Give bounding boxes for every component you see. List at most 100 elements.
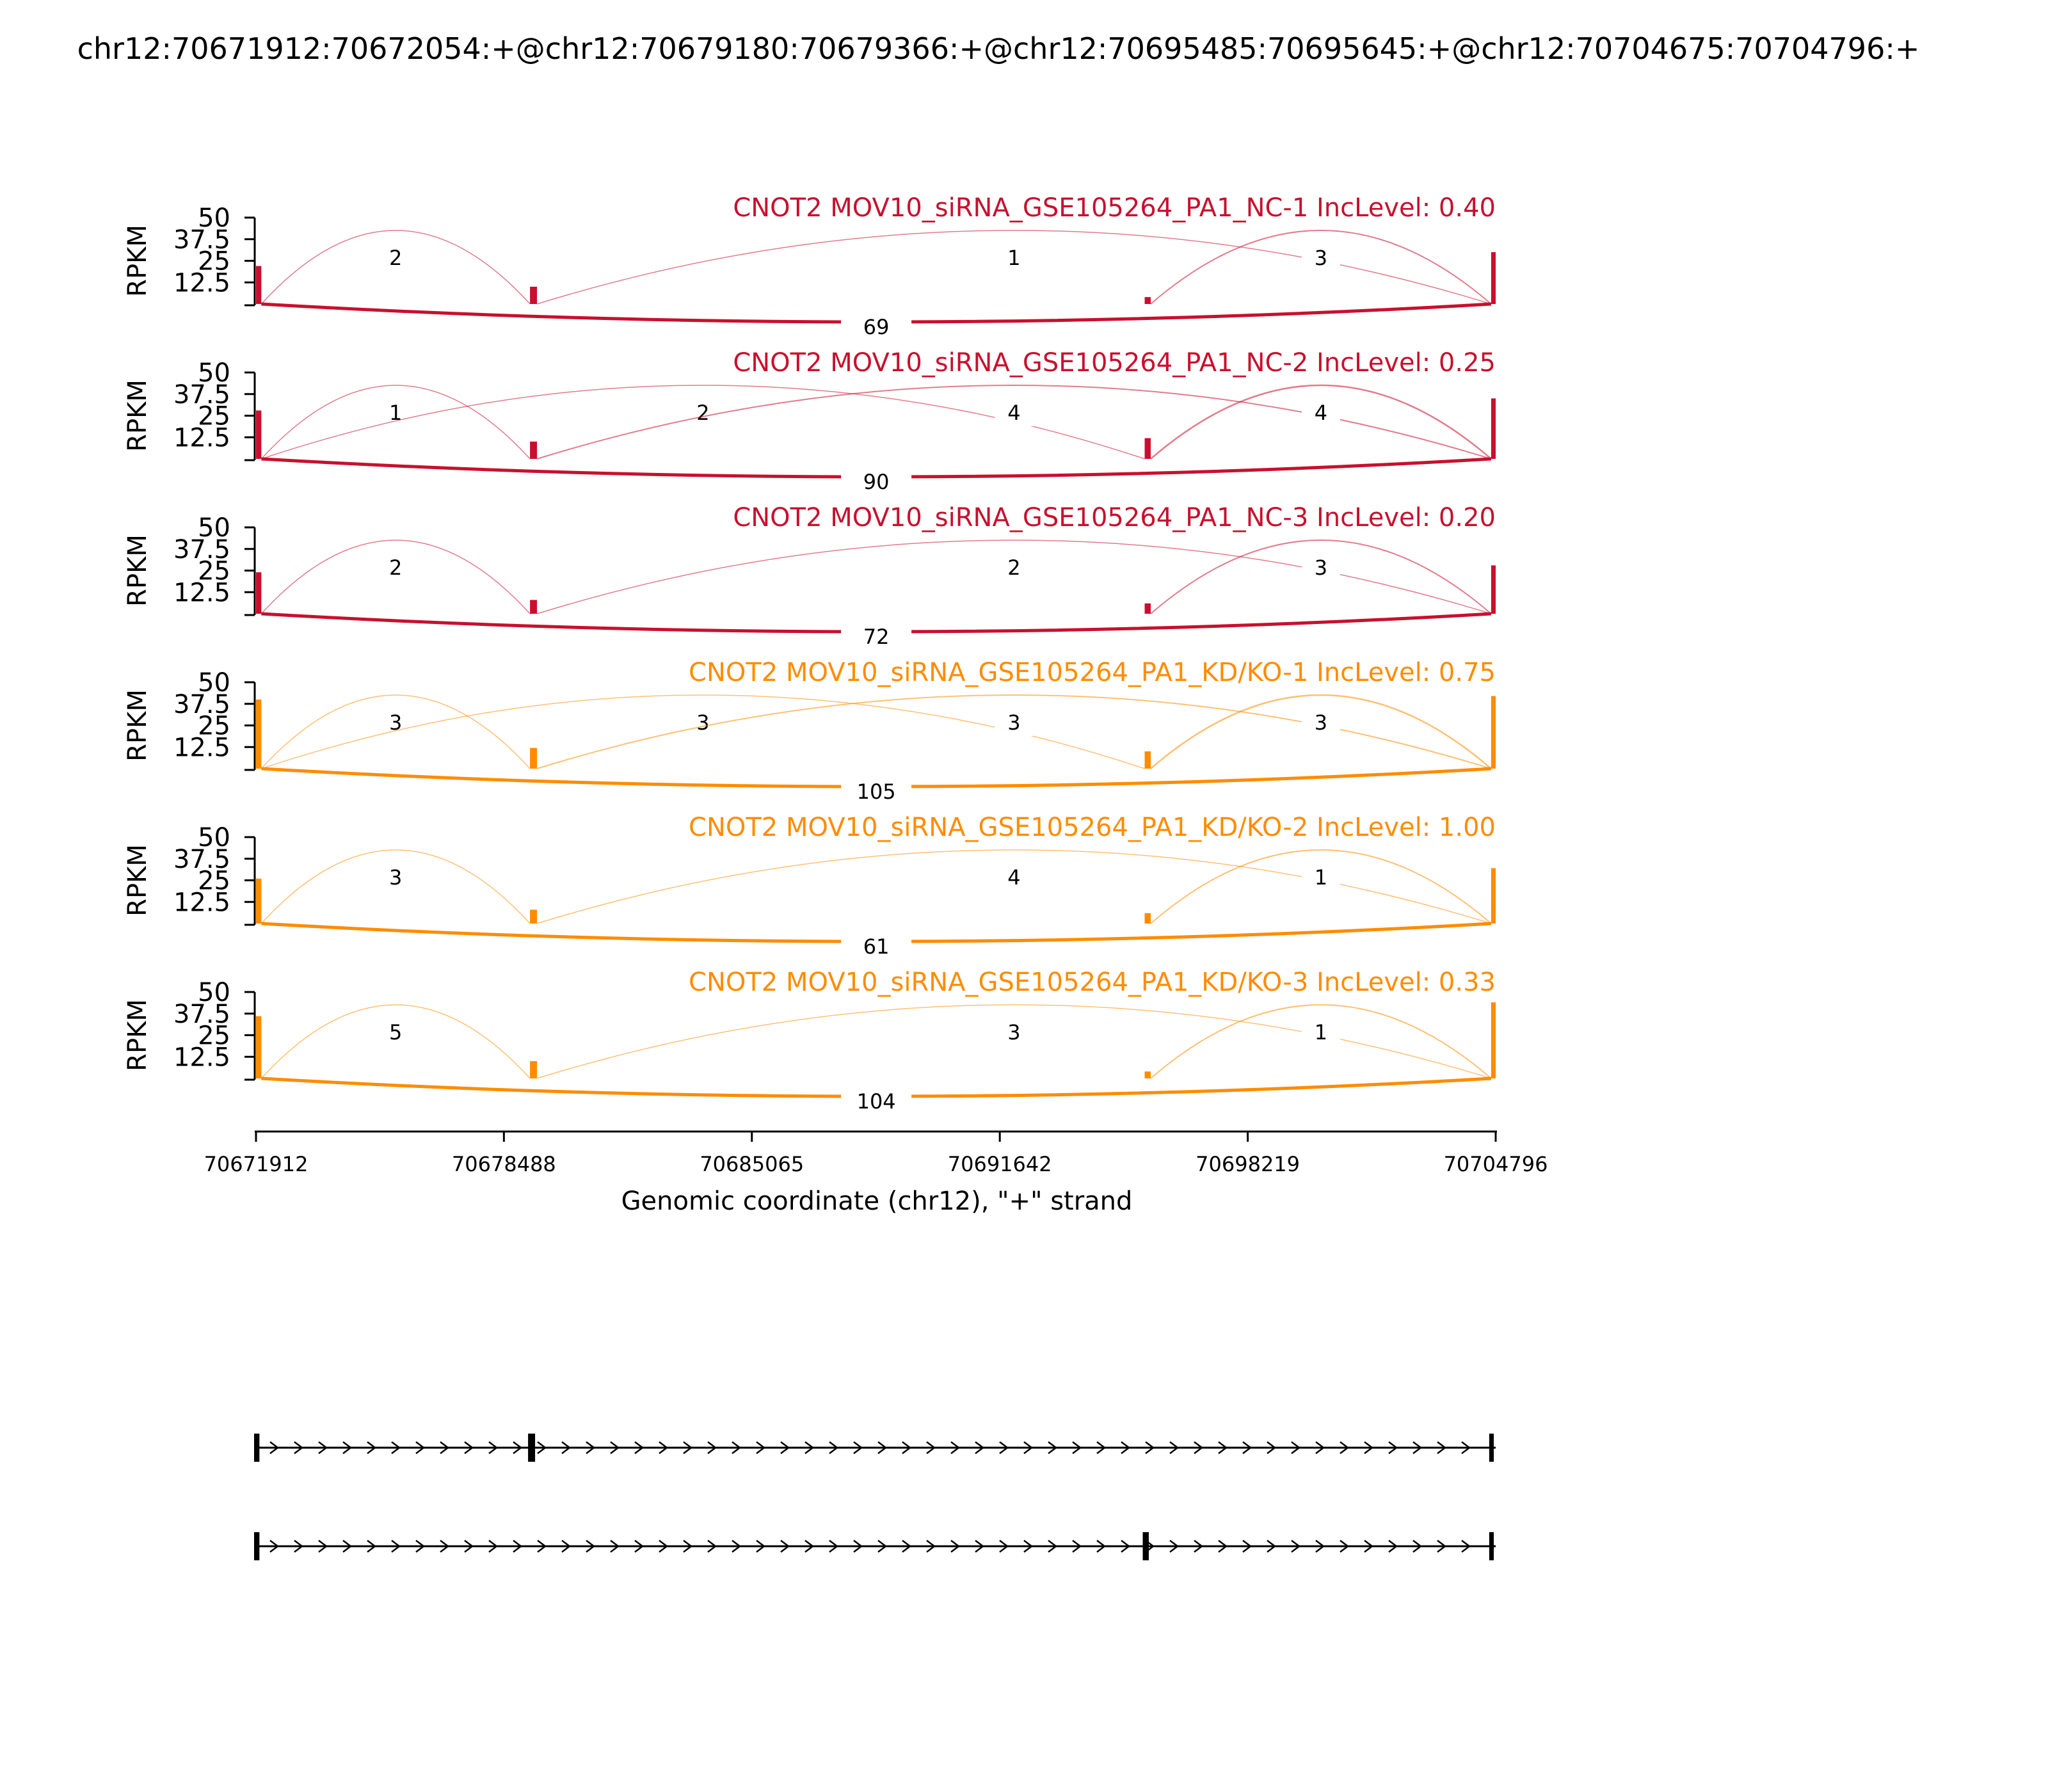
junction-label-bg [1301, 864, 1340, 891]
coverage-bar [256, 266, 262, 304]
junction-label-bg [1301, 709, 1340, 736]
junction-label-bg [841, 623, 912, 651]
y-tick-label: 50 [198, 668, 230, 698]
y-tick-label: 12.5 [173, 733, 230, 762]
junction-arc [536, 1004, 1492, 1079]
strand-arrow-icon [853, 1540, 863, 1553]
strand-arrow-icon [1145, 1441, 1155, 1454]
strand-arrow-icon [1412, 1540, 1423, 1553]
strand-arrow-icon [440, 1540, 450, 1553]
y-axis-label: RPKM [123, 844, 152, 916]
coverage-bar [256, 878, 262, 924]
strand-arrow-icon [1437, 1540, 1447, 1553]
x-tick-label: 70678488 [452, 1152, 556, 1176]
strand-arrow-icon [902, 1540, 912, 1553]
strand-arrow-icon [513, 1441, 523, 1454]
strand-arrow-icon [1412, 1441, 1423, 1454]
y-tick-label: 12.5 [173, 888, 230, 917]
junction-label-bg [841, 468, 912, 496]
strand-arrow-icon [269, 1540, 280, 1553]
strand-arrow-icon [1315, 1540, 1325, 1553]
x-tick-label: 70704796 [1444, 1152, 1548, 1176]
junction-label-bg [376, 864, 415, 891]
coverage-bar [530, 600, 538, 614]
strand-arrow-icon [440, 1441, 450, 1454]
y-tick-label: 25 [198, 1021, 230, 1051]
junction-arc [536, 230, 1492, 305]
junction-count: 3 [1315, 710, 1327, 735]
strand-arrow-icon [829, 1441, 839, 1454]
strand-arrow-icon [1218, 1441, 1228, 1454]
y-axis-label: RPKM [123, 534, 152, 607]
strand-arrow-icon [1121, 1441, 1131, 1454]
junction-arc [536, 540, 1492, 614]
strand-arrow-icon [1096, 1441, 1107, 1454]
strand-arrow-icon [756, 1540, 766, 1553]
strand-arrow-icon [1096, 1540, 1107, 1553]
coverage-bar [530, 748, 538, 769]
junction-label-bg [1301, 399, 1340, 426]
y-tick-label: 50 [198, 978, 230, 1007]
junction-arc [1150, 1004, 1492, 1079]
junction-count: 3 [1315, 246, 1327, 270]
y-tick-label: 50 [198, 823, 230, 852]
strand-arrow-icon [707, 1441, 717, 1454]
y-tick-label: 12.5 [173, 1043, 230, 1072]
strand-arrow-icon [561, 1441, 572, 1454]
y-tick-label: 25 [198, 247, 230, 276]
strand-arrow-icon [269, 1441, 280, 1454]
strand-arrow-icon [391, 1540, 401, 1553]
strand-arrow-icon [391, 1441, 401, 1454]
junction-count: 2 [389, 556, 402, 580]
strand-arrow-icon [732, 1540, 742, 1553]
strand-arrow-icon [561, 1540, 572, 1553]
y-tick-label: 12.5 [173, 268, 230, 298]
y-tick-label: 37.5 [173, 225, 230, 255]
strand-arrow-icon [488, 1540, 499, 1553]
strand-arrow-icon [513, 1540, 523, 1553]
junction-label-bg [376, 244, 415, 271]
strand-arrow-icon [1194, 1540, 1204, 1553]
y-tick-label: 37.5 [173, 535, 230, 564]
strand-arrow-icon [1437, 1441, 1447, 1454]
y-tick-label: 12.5 [173, 423, 230, 452]
strand-arrow-icon [634, 1441, 644, 1454]
strand-arrow-icon [1364, 1540, 1374, 1553]
strand-arrow-icon [415, 1540, 426, 1553]
junction-arc [1150, 694, 1492, 769]
sample-label: CNOT2 MOV10_siRNA_GSE105264_PA1_NC-3 Inc… [733, 503, 1496, 532]
strand-arrow-icon [537, 1441, 547, 1454]
junction-label-bg [1301, 1019, 1340, 1046]
strand-arrow-icon [707, 1540, 717, 1553]
chart-title: chr12:70671912:70672054:+@chr12:70679180… [77, 31, 1920, 66]
y-axis-label: RPKM [123, 225, 152, 297]
junction-count: 4 [1315, 401, 1327, 425]
junction-count: 90 [863, 470, 890, 494]
y-tick-label: 25 [198, 867, 230, 896]
strand-arrow-icon [1242, 1441, 1252, 1454]
junction-arc [536, 694, 1492, 769]
junction-count: 1 [1315, 865, 1327, 890]
junction-count: 72 [863, 625, 890, 649]
junction-count: 4 [1007, 865, 1020, 890]
strand-arrow-icon [902, 1441, 912, 1454]
y-axis-label: RPKM [123, 380, 152, 452]
junction-label-bg [684, 709, 723, 736]
y-tick-label: 25 [198, 402, 230, 431]
junction-count: 3 [389, 865, 402, 890]
y-tick-label: 25 [198, 557, 230, 586]
coverage-bar [256, 700, 262, 769]
junction-count: 1 [389, 401, 402, 425]
coverage-bar [1491, 696, 1496, 769]
junction-label-bg [995, 864, 1034, 891]
junction-count: 61 [863, 934, 890, 959]
junction-label-bg [376, 709, 415, 736]
sample-label: CNOT2 MOV10_siRNA_GSE105264_PA1_KD/KO-1 … [689, 658, 1496, 687]
coverage-bar [1144, 1071, 1151, 1078]
sample-label: CNOT2 MOV10_siRNA_GSE105264_PA1_KD/KO-2 … [689, 813, 1496, 842]
